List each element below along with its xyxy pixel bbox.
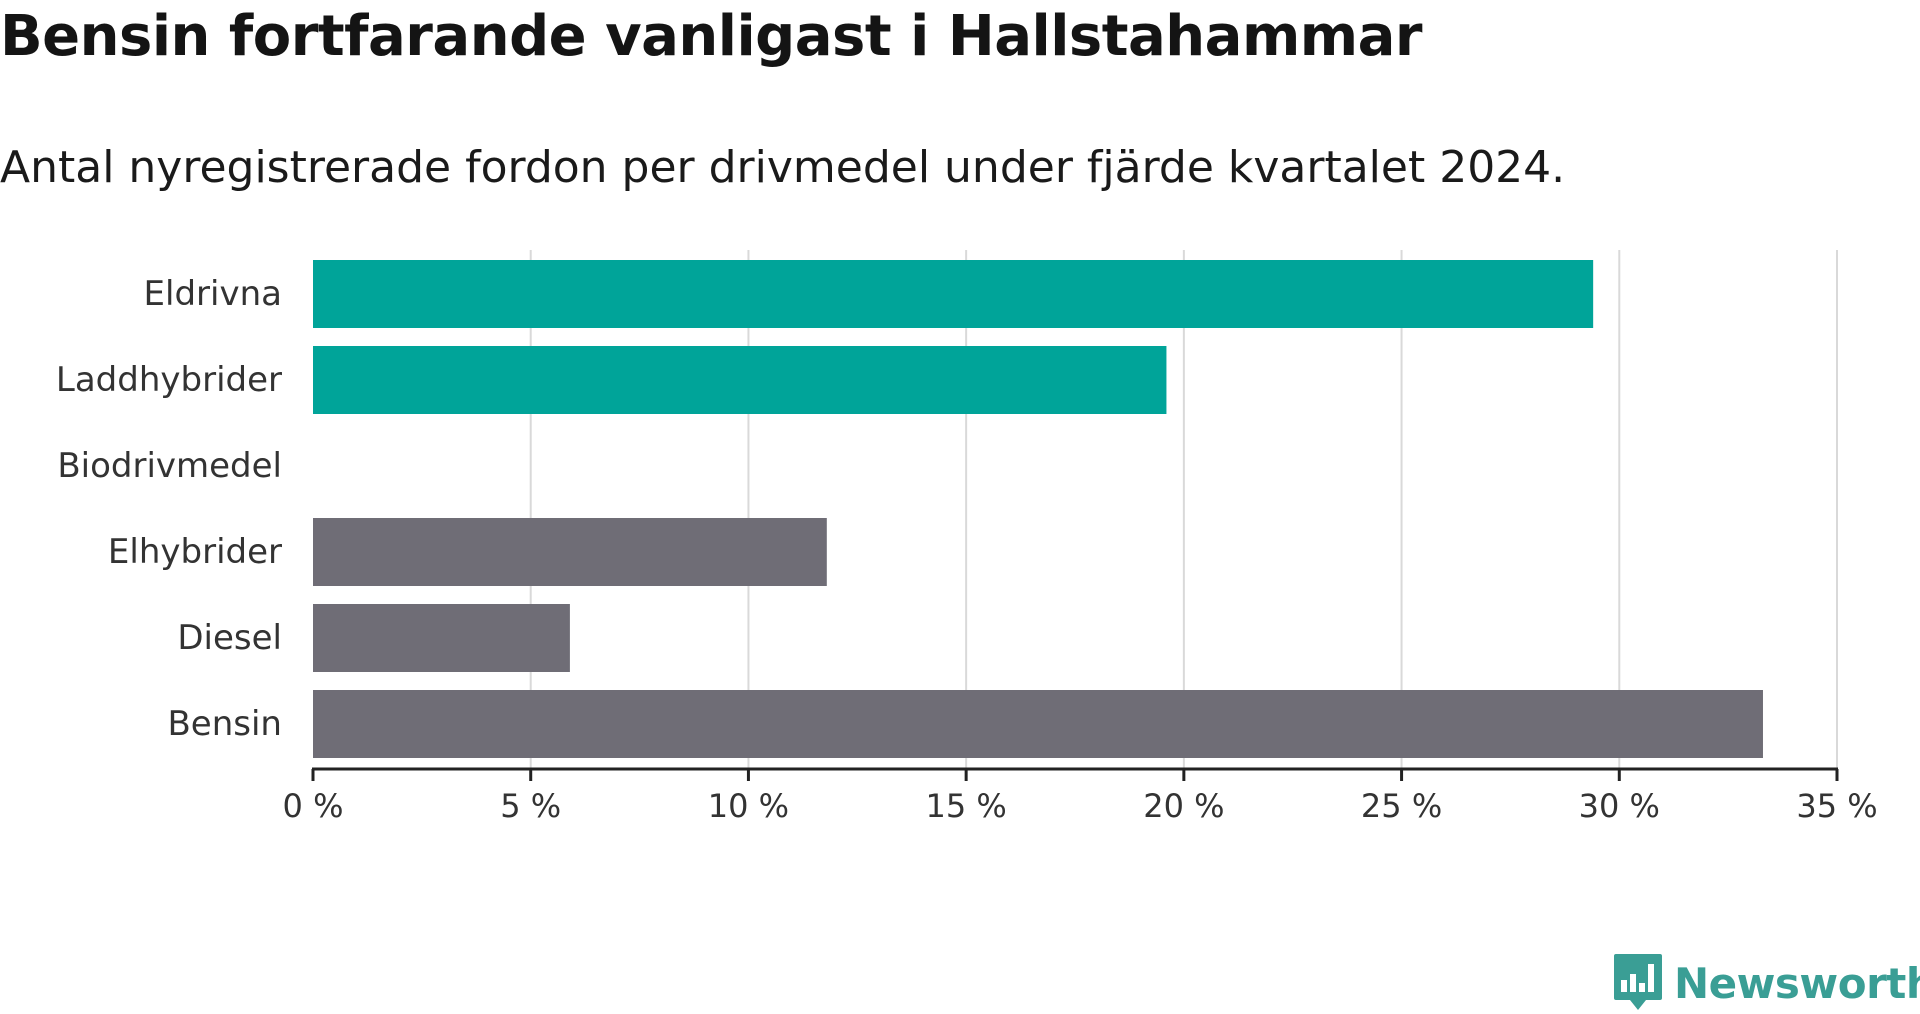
gridlines [529, 250, 1838, 769]
category-label: Diesel [177, 618, 282, 658]
category-label: Biodrivmedel [57, 446, 282, 486]
x-tick-label: 30 % [1579, 787, 1660, 825]
bar [313, 690, 1763, 758]
bars [313, 260, 1763, 758]
bar [313, 346, 1167, 414]
x-tick-label: 15 % [925, 787, 1006, 825]
chart-subtitle: Antal nyregistrerade fordon per drivmede… [0, 142, 1566, 193]
bar [313, 518, 827, 586]
newsworthy-logo-icon [1614, 954, 1662, 1010]
category-label: Elhybrider [108, 532, 282, 572]
x-tick-label: 25 % [1361, 787, 1442, 825]
bar-chart: Eldrivna Laddhybrider Biodrivmedel Elhybrid… [56, 250, 1878, 825]
category-labels: Eldrivna Laddhybrider Biodrivmedel Elhybrid… [56, 274, 282, 744]
x-tick-label: 20 % [1143, 787, 1224, 825]
x-tick-label: 5 % [500, 787, 561, 825]
x-tick-label: 35 % [1796, 787, 1877, 825]
x-tick-label: 10 % [708, 787, 789, 825]
category-label: Eldrivna [144, 274, 282, 314]
chart-title: Bensin fortfarande vanligast i Hallstaha… [0, 4, 1423, 69]
bar [313, 260, 1594, 328]
bar [313, 604, 570, 672]
x-tick-label: 0 % [283, 787, 344, 825]
brand-name: Newsworthy [1674, 958, 1920, 1008]
brand-logo: Newsworthy [1612, 952, 1920, 1014]
category-label: Bensin [167, 704, 282, 744]
category-label: Laddhybrider [56, 360, 282, 400]
x-axis: 0 % 5 % 10 % 15 % 20 % 25 % 30 % 35 % [283, 767, 1878, 825]
